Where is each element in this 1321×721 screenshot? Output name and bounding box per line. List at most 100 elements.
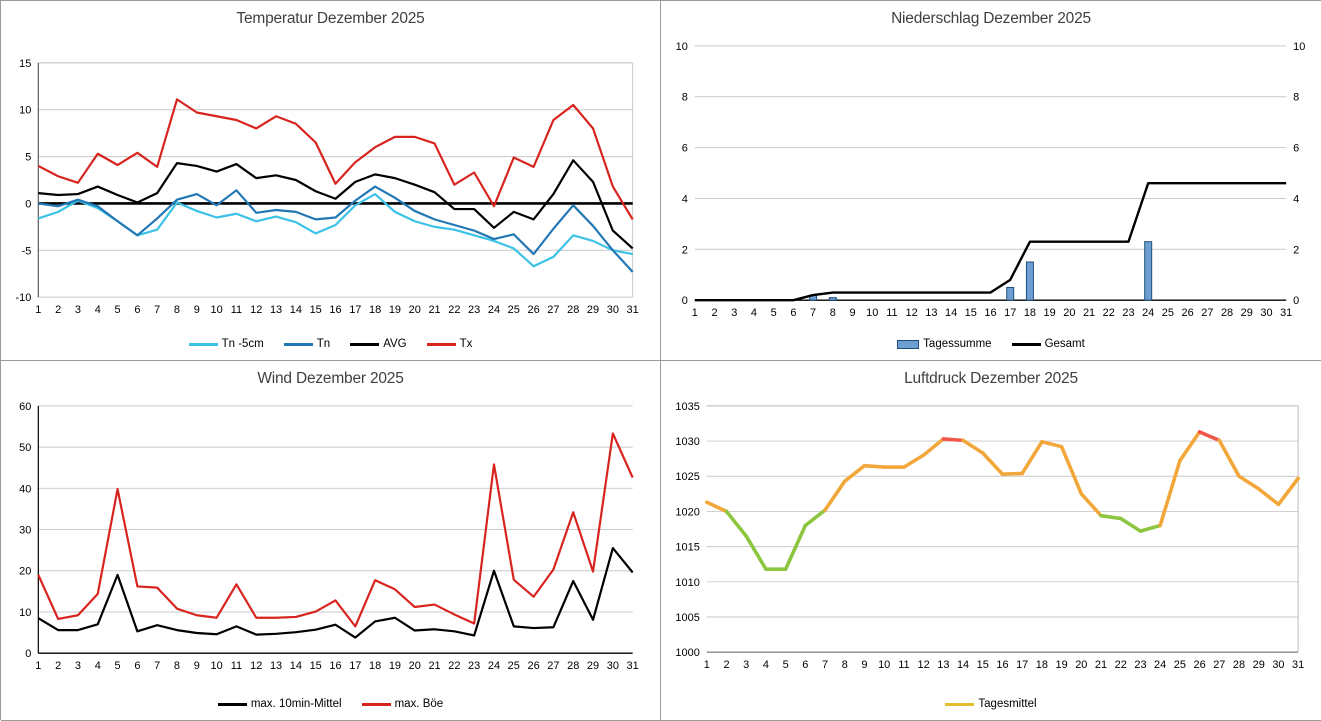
svg-text:23: 23	[468, 304, 480, 316]
svg-text:24: 24	[1142, 307, 1154, 319]
svg-text:7: 7	[154, 660, 160, 672]
svg-text:19: 19	[1044, 307, 1056, 319]
svg-text:12: 12	[250, 304, 262, 316]
svg-text:25: 25	[508, 304, 520, 316]
svg-text:8: 8	[174, 660, 180, 672]
svg-text:3: 3	[743, 659, 749, 671]
svg-text:22: 22	[1103, 307, 1115, 319]
legend-label: Tx	[459, 338, 473, 350]
pressure-chart-title: Luftdruck Dezember 2025	[904, 370, 1078, 387]
svg-text:30: 30	[19, 525, 31, 537]
svg-text:19: 19	[389, 660, 401, 672]
legend-item: Tn -5cm	[188, 338, 264, 350]
svg-text:10: 10	[866, 307, 878, 319]
svg-text:19: 19	[389, 304, 401, 316]
legend-line-swatch-icon	[1011, 342, 1041, 346]
svg-text:20: 20	[409, 660, 421, 672]
svg-text:26: 26	[528, 304, 540, 316]
svg-text:15: 15	[977, 659, 989, 671]
legend-bar-swatch-icon	[897, 339, 920, 349]
svg-text:14: 14	[290, 304, 302, 316]
legend-line-swatch-icon	[217, 702, 247, 706]
svg-text:2: 2	[1293, 244, 1299, 256]
svg-text:10: 10	[19, 105, 31, 117]
legend-item: Tn	[283, 338, 330, 350]
svg-text:2: 2	[711, 307, 717, 319]
svg-text:1: 1	[35, 660, 41, 672]
precipitation-legend: Tagessumme Gesamt	[661, 338, 1321, 350]
pressure-chart-panel: Luftdruck Dezember 2025 1000 1005 1010 1015…	[661, 361, 1321, 721]
svg-text:11: 11	[231, 660, 242, 672]
svg-text:20: 20	[19, 566, 31, 578]
svg-text:18: 18	[369, 660, 381, 672]
svg-text:12: 12	[250, 660, 262, 672]
svg-text:31: 31	[1292, 659, 1304, 671]
svg-text:4: 4	[751, 307, 757, 319]
svg-text:10: 10	[211, 304, 223, 316]
svg-text:22: 22	[1115, 659, 1127, 671]
svg-text:8: 8	[174, 304, 180, 316]
svg-text:26: 26	[528, 660, 540, 672]
precipitation-chart-panel: Niederschlag Dezember 2025 0 0 2 2 4 4 6 6 8 8 10 1…	[661, 1, 1321, 361]
svg-text:1030: 1030	[675, 436, 699, 448]
svg-text:2: 2	[723, 659, 729, 671]
svg-text:31: 31	[1280, 307, 1292, 319]
temperature-chart-panel: Temperatur Dezember 2025 -10 -5 0 5 10 15 1 2 3 4…	[1, 1, 661, 361]
wind-chart-panel: Wind Dezember 2025 0 10 20 30 40 50 60 1 2 3 4 5 6 7 8…	[1, 361, 661, 721]
svg-text:40: 40	[19, 483, 31, 495]
legend-label: Tagessumme	[923, 338, 992, 350]
svg-text:2: 2	[55, 660, 61, 672]
svg-text:6: 6	[682, 143, 688, 155]
svg-text:14: 14	[290, 660, 302, 672]
svg-text:9: 9	[861, 659, 867, 671]
svg-text:4: 4	[763, 659, 769, 671]
svg-text:15: 15	[310, 660, 322, 672]
wind-legend: max. 10min-Mittel max. Böe	[1, 698, 660, 710]
wind-chart-title: Wind Dezember 2025	[257, 370, 404, 387]
svg-text:31: 31	[627, 304, 639, 316]
svg-text:1: 1	[692, 307, 698, 319]
svg-text:10: 10	[878, 659, 890, 671]
svg-text:17: 17	[1016, 659, 1028, 671]
svg-text:3: 3	[75, 660, 81, 672]
svg-text:30: 30	[1260, 307, 1272, 319]
svg-text:1005: 1005	[675, 612, 699, 624]
svg-text:7: 7	[822, 659, 828, 671]
legend-label: Gesamt	[1044, 338, 1085, 350]
svg-text:13: 13	[270, 304, 282, 316]
svg-text:9: 9	[194, 660, 200, 672]
svg-text:14: 14	[945, 307, 957, 319]
svg-text:4: 4	[1293, 193, 1299, 205]
svg-text:8: 8	[1293, 92, 1299, 104]
svg-text:30: 30	[1272, 659, 1284, 671]
svg-text:28: 28	[567, 660, 579, 672]
svg-text:23: 23	[1134, 659, 1146, 671]
svg-text:5: 5	[115, 660, 121, 672]
svg-text:1015: 1015	[675, 542, 699, 554]
svg-text:28: 28	[567, 304, 579, 316]
svg-text:4: 4	[95, 660, 101, 672]
temperature-legend: Tn -5cm Tn AVG Tx	[1, 338, 660, 350]
svg-text:4: 4	[95, 304, 101, 316]
svg-text:10: 10	[676, 41, 688, 53]
svg-text:50: 50	[19, 442, 31, 454]
svg-text:1020: 1020	[675, 506, 699, 518]
legend-label: Tagesmittel	[978, 698, 1037, 710]
svg-text:-5: -5	[22, 245, 32, 257]
svg-text:20: 20	[409, 304, 421, 316]
svg-text:8: 8	[830, 307, 836, 319]
svg-text:27: 27	[1201, 307, 1213, 319]
svg-text:15: 15	[965, 307, 977, 319]
svg-text:5: 5	[783, 659, 789, 671]
pressure-legend: Tagesmittel	[661, 698, 1321, 710]
legend-label: Tn -5cm	[221, 338, 264, 350]
svg-text:20: 20	[1075, 659, 1087, 671]
precipitation-chart-title: Niederschlag Dezember 2025	[891, 10, 1091, 27]
svg-text:24: 24	[1154, 659, 1166, 671]
svg-text:0: 0	[1293, 295, 1299, 307]
precipitation-plot: 0 02 24 46 68 810 101 2 3 4 5 6 7 8 9 10 11 12 13 14 15 16 17 1…	[676, 41, 1306, 319]
legend-item: Gesamt	[1011, 338, 1085, 350]
svg-text:27: 27	[547, 660, 559, 672]
svg-text:5: 5	[115, 304, 121, 316]
